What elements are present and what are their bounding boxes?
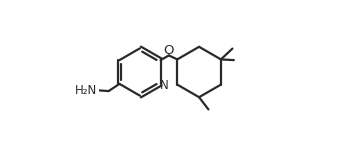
- Text: N: N: [159, 78, 168, 92]
- Text: O: O: [164, 44, 174, 57]
- Text: H₂N: H₂N: [75, 84, 97, 97]
